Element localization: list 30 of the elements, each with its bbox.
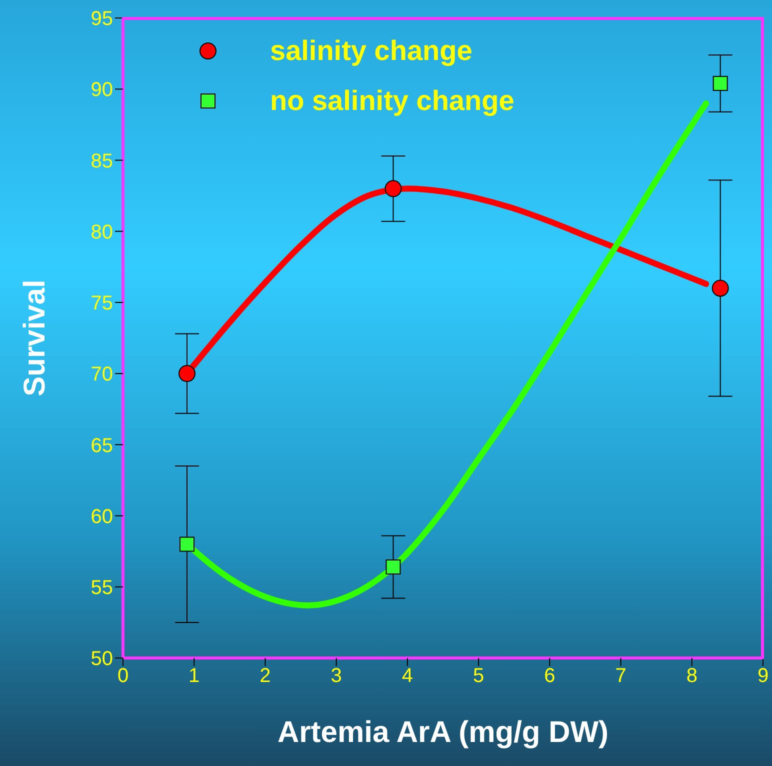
point bbox=[712, 280, 729, 297]
x-tick-label: 9 bbox=[757, 665, 769, 688]
legend-label: salinity change bbox=[270, 35, 472, 67]
point bbox=[178, 365, 196, 382]
x-tick-label: 2 bbox=[260, 665, 271, 688]
y-tick-label: 75 bbox=[90, 292, 113, 315]
point bbox=[386, 559, 401, 574]
x-tick-label: 4 bbox=[402, 665, 414, 688]
y-tick-label: 90 bbox=[90, 79, 113, 102]
x-tick-label: 7 bbox=[615, 665, 626, 688]
y-tick-label: 50 bbox=[90, 648, 113, 670]
x-tick-label: 1 bbox=[188, 665, 200, 688]
x-tick-label: 3 bbox=[330, 665, 342, 688]
x-tick-label: 0 bbox=[117, 665, 129, 688]
legend-label: no salinity change bbox=[270, 85, 514, 117]
point bbox=[180, 536, 194, 552]
y-tick-label: 85 bbox=[90, 150, 113, 172]
x-tick-label: 6 bbox=[544, 665, 556, 688]
y-tick-label: 70 bbox=[90, 364, 113, 386]
y-tick-label: 95 bbox=[90, 8, 113, 30]
x-axis-title: Artemia ArA (mg/g DW) bbox=[276, 716, 610, 750]
point bbox=[712, 76, 728, 91]
y-tick-label: 80 bbox=[90, 221, 113, 244]
point bbox=[384, 180, 402, 198]
y-tick-label: 60 bbox=[90, 506, 113, 528]
y-axis-title: Survival bbox=[18, 280, 52, 396]
x-tick-label: 8 bbox=[686, 665, 698, 688]
y-tick-label: 65 bbox=[90, 434, 113, 457]
y-tick-label: 55 bbox=[90, 576, 113, 599]
x-tick-label: 5 bbox=[472, 665, 484, 688]
